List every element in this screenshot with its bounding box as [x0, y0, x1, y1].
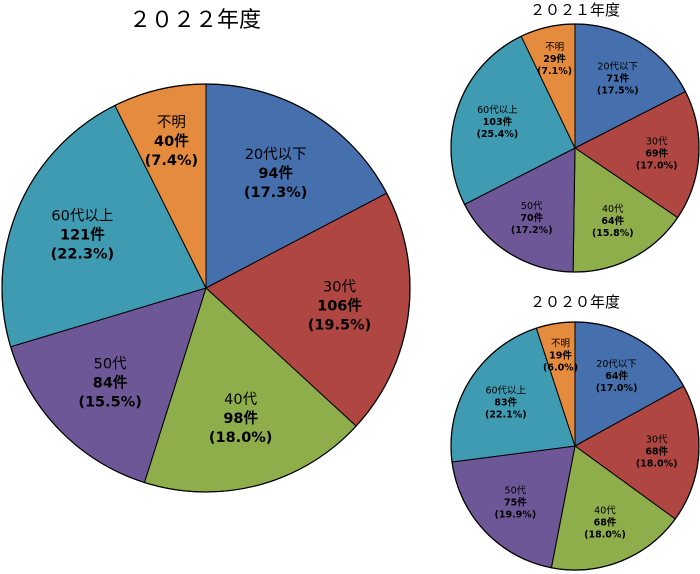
slice-category-label-age-40s-2021: 40代 [602, 204, 624, 215]
slice-percent-label-age-20s-under-2021: (17.5%) [597, 86, 639, 97]
slice-percent-label-age-40s-2021: (15.8%) [592, 228, 634, 239]
slice-percent-label-unknown-2020: (6.0%) [543, 363, 578, 374]
slice-category-label-age-20s-under-2022: 20代以下 [245, 146, 307, 163]
slice-count-label-age-40s-2021: 64件 [601, 215, 624, 227]
chart-title-2022: ２０２２年度 [129, 8, 261, 33]
slice-count-label-age-50s-2020: 75件 [504, 496, 527, 508]
slice-count-label-unknown-2022: 40件 [154, 132, 189, 150]
slice-percent-label-age-40s-2022: (18.0%) [209, 430, 273, 446]
pie-outline-2020 [450, 321, 700, 571]
slice-category-label-age-30s-2022: 30代 [323, 279, 356, 296]
slice-percent-label-age-60s-over-2022: (22.3%) [51, 247, 115, 263]
slice-percent-label-age-60s-over-2020: (22.1%) [485, 410, 527, 421]
slice-percent-label-unknown-2021: (7.1%) [537, 66, 572, 77]
slice-category-label-age-60s-over-2020: 60代以上 [485, 386, 526, 397]
slice-count-label-age-60s-over-2021: 103件 [483, 116, 513, 128]
slice-count-label-age-50s-2022: 84件 [93, 374, 128, 392]
slice-category-label-age-30s-2021: 30代 [646, 136, 668, 147]
slice-count-label-age-60s-over-2020: 83件 [494, 397, 517, 409]
pie-outline-2021 [450, 23, 700, 273]
slice-category-label-unknown-2020: 不明 [551, 339, 570, 350]
slice-count-label-age-20s-under-2021: 71件 [606, 73, 629, 85]
slice-percent-label-age-50s-2021: (17.2%) [511, 225, 553, 236]
slice-percent-label-age-20s-under-2020: (17.0%) [596, 383, 638, 394]
slice-category-label-age-40s-2022: 40代 [224, 391, 257, 408]
slice-category-label-age-50s-2020: 50代 [505, 485, 527, 496]
slice-count-label-age-30s-2021: 69件 [645, 147, 668, 159]
chart-title-2021: ２０２１年度 [530, 1, 620, 19]
pie-outline-2022 [1, 83, 411, 493]
slice-percent-label-age-60s-over-2021: (25.4%) [477, 129, 519, 140]
slice-count-label-age-60s-over-2022: 121件 [60, 226, 105, 244]
slice-count-label-age-40s-2022: 98件 [223, 409, 258, 427]
slice-count-label-age-50s-2021: 70件 [520, 212, 543, 224]
slice-count-label-age-40s-2020: 68件 [594, 516, 617, 528]
slice-percent-label-age-20s-under-2022: (17.3%) [244, 185, 308, 201]
slice-percent-label-age-50s-2022: (15.5%) [78, 395, 142, 411]
slice-category-label-age-20s-under-2021: 20代以下 [597, 62, 638, 73]
slice-count-label-age-20s-under-2022: 94件 [258, 164, 293, 182]
slice-count-label-age-30s-2020: 68件 [645, 445, 668, 457]
slice-category-label-age-20s-under-2020: 20代以下 [596, 359, 637, 370]
slice-count-label-age-20s-under-2020: 64件 [605, 370, 628, 382]
slice-category-label-age-30s-2020: 30代 [646, 434, 668, 445]
slice-percent-label-age-30s-2022: (19.5%) [308, 318, 372, 334]
slice-category-label-age-50s-2021: 50代 [521, 201, 543, 212]
slice-percent-label-age-50s-2020: (19.9%) [495, 509, 537, 520]
slice-count-label-age-30s-2022: 106件 [317, 297, 362, 315]
slice-percent-label-age-30s-2021: (17.0%) [636, 160, 678, 171]
slice-percent-label-age-40s-2020: (18.0%) [584, 529, 626, 540]
slice-category-label-unknown-2021: 不明 [545, 42, 564, 53]
pie-chart-2020: ２０２０年度 20代以下64件(17.0%)30代68件(18.0%)40代68… [450, 293, 700, 571]
chart-title-2020: ２０２０年度 [530, 293, 620, 311]
slice-category-label-age-40s-2020: 40代 [594, 505, 616, 516]
slice-category-label-age-50s-2022: 50代 [94, 356, 127, 373]
slice-category-label-age-60s-over-2022: 60代以上 [51, 208, 113, 225]
slice-category-label-age-60s-over-2021: 60代以上 [477, 105, 518, 116]
slice-count-label-unknown-2021: 29件 [543, 53, 566, 65]
slice-category-label-unknown-2022: 不明 [157, 115, 186, 131]
slice-percent-label-unknown-2022: (7.4%) [145, 153, 198, 169]
slice-percent-label-age-30s-2020: (18.0%) [636, 458, 678, 469]
slice-count-label-unknown-2020: 19件 [549, 350, 572, 362]
